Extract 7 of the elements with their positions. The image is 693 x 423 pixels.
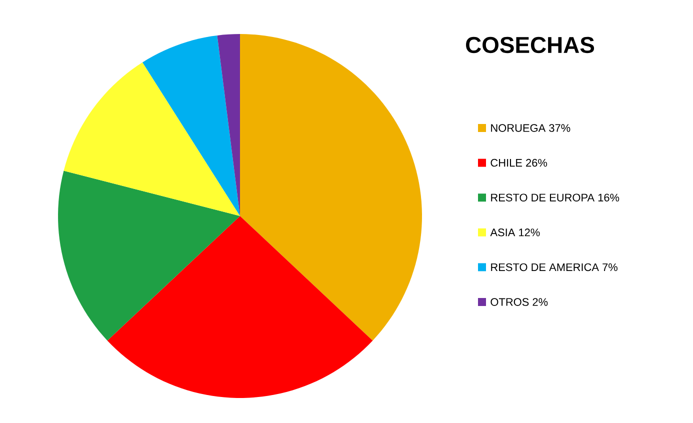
legend-label: RESTO DE AMERICA 7% bbox=[491, 263, 618, 272]
legend-label: OTROS 2% bbox=[490, 298, 548, 306]
legend-label: ASIA 12% bbox=[490, 228, 540, 236]
legend-label: RESTO DE EUROPA 16% bbox=[491, 194, 620, 202]
legend-label: NORUEGA 37% bbox=[491, 124, 570, 132]
legend-label: CHILE 26% bbox=[490, 158, 548, 167]
chart-title: COSECHAS bbox=[466, 36, 594, 54]
